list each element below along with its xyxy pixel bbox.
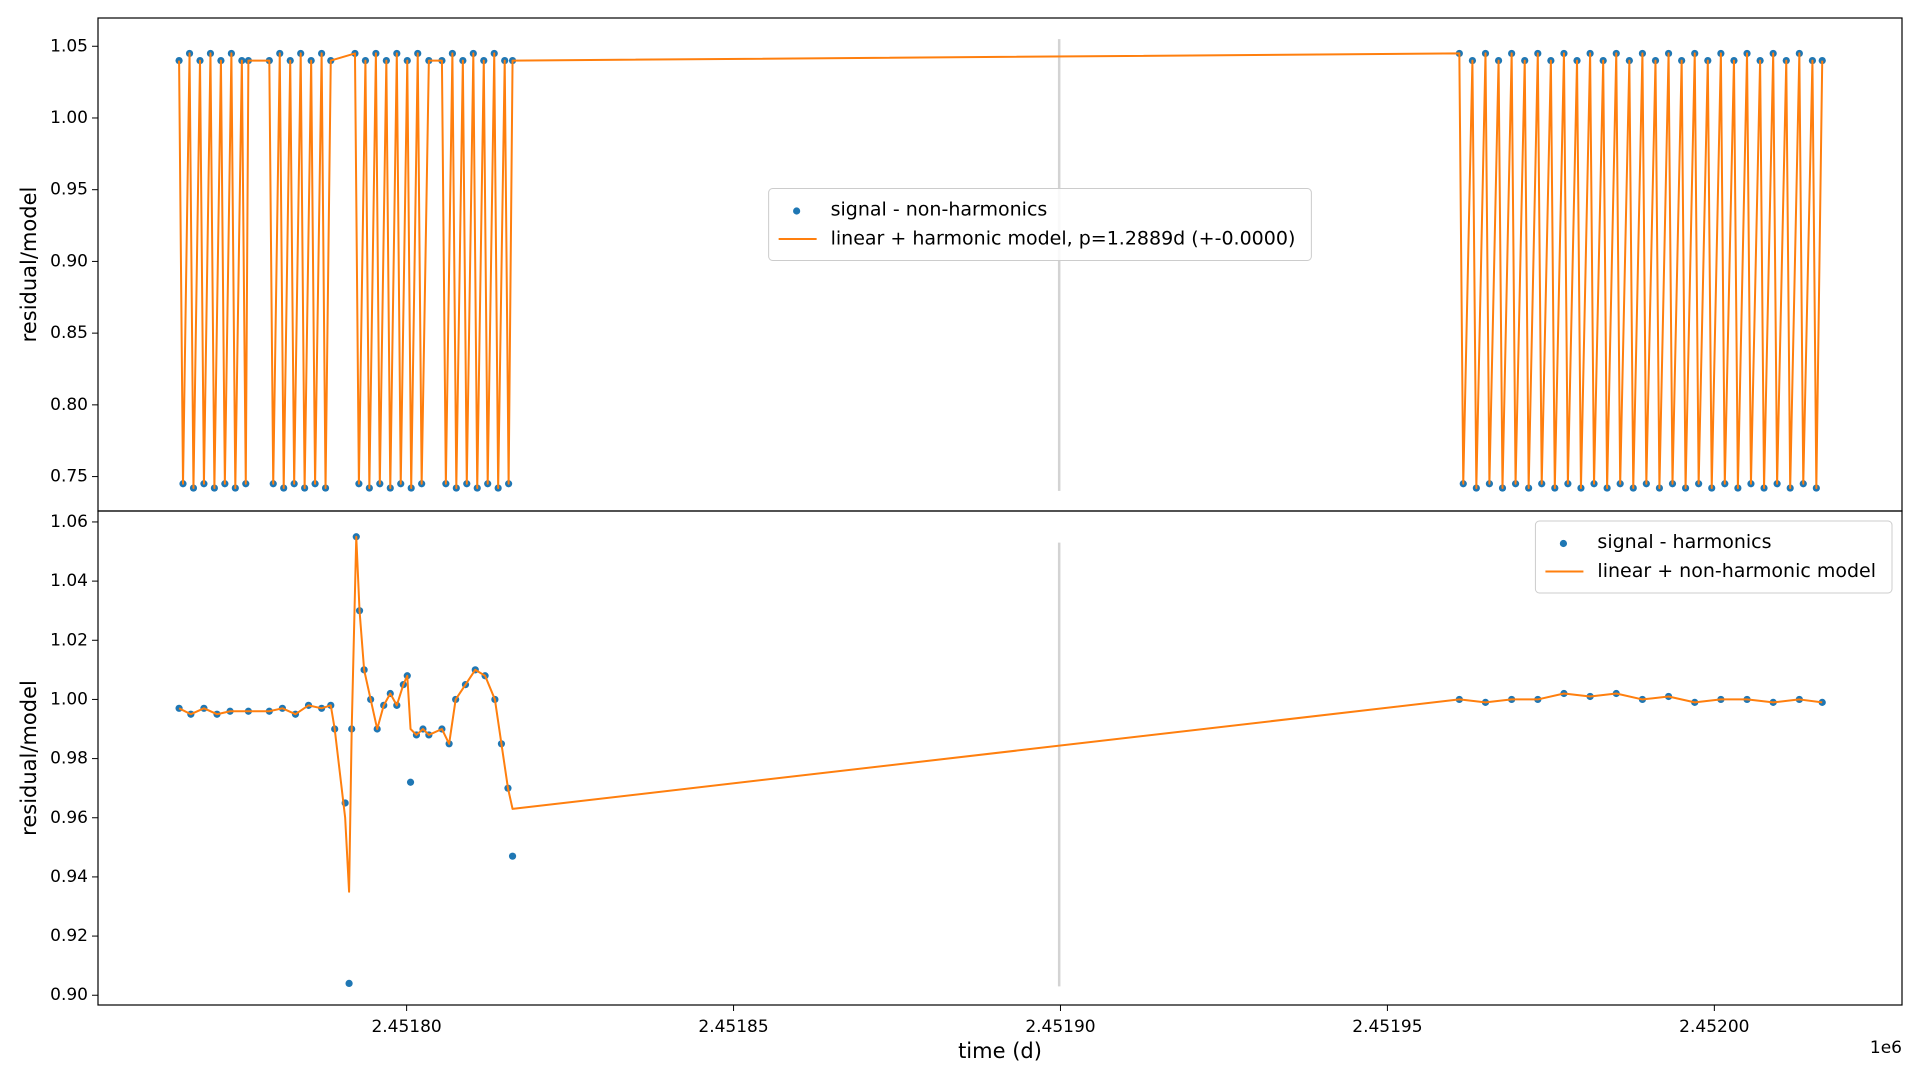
legend-label: linear + non-harmonic model bbox=[1597, 560, 1876, 582]
y-tick-label: 1.05 bbox=[50, 36, 88, 56]
legend-label: signal - non-harmonics bbox=[831, 199, 1048, 221]
x-offset-label: 1e6 bbox=[1870, 1038, 1902, 1058]
x-tick-label: 2.45180 bbox=[371, 1017, 441, 1037]
y-tick-label: 0.92 bbox=[50, 926, 88, 946]
x-axis-label: time (d) bbox=[958, 1039, 1042, 1063]
y-tick-label: 0.90 bbox=[50, 985, 88, 1005]
legend-marker bbox=[1559, 539, 1568, 548]
y-tick-label: 0.94 bbox=[50, 867, 88, 887]
y-tick-label: 1.02 bbox=[50, 630, 88, 650]
model-line bbox=[178, 535, 1823, 893]
legend-box bbox=[1534, 520, 1893, 594]
y-tick-label: 1.00 bbox=[50, 108, 88, 128]
y-tick-label: 1.04 bbox=[50, 571, 88, 591]
legend-label: signal - harmonics bbox=[1597, 531, 1771, 553]
data-point bbox=[508, 852, 517, 860]
y-tick-label: 0.75 bbox=[50, 467, 88, 487]
model-line bbox=[178, 52, 1824, 490]
legend-marker bbox=[793, 207, 801, 215]
x-tick-label: 2.45185 bbox=[698, 1017, 768, 1037]
x-tick-label: 2.45200 bbox=[1679, 1017, 1749, 1037]
y-tick-label: 0.90 bbox=[50, 251, 88, 271]
x-tick-label: 2.45190 bbox=[1025, 1017, 1095, 1037]
y-tick-label: 0.95 bbox=[50, 180, 88, 200]
data-point bbox=[406, 778, 415, 786]
legend: signal - non-harmonics linear + harmonic … bbox=[768, 188, 1312, 261]
data-point bbox=[345, 979, 353, 988]
y-tick-label: 0.96 bbox=[50, 808, 88, 828]
y-tick-label: 1.06 bbox=[50, 512, 88, 532]
x-tick-label: 2.45195 bbox=[1352, 1017, 1422, 1037]
y-tick-label: 0.80 bbox=[50, 395, 88, 415]
y-axis-label: residual/model bbox=[17, 187, 41, 343]
y-tick-label: 0.85 bbox=[50, 323, 88, 343]
legend-box bbox=[768, 188, 1312, 261]
axes-frame bbox=[97, 510, 1903, 1006]
y-tick-label: 0.98 bbox=[50, 749, 88, 769]
legend: signal - harmonics linear + non-harmonic … bbox=[1534, 520, 1893, 594]
y-axis-label: residual/model bbox=[17, 680, 41, 836]
y-tick-label: 1.00 bbox=[50, 689, 88, 709]
legend-label: linear + harmonic model, p=1.2889d (+-0.… bbox=[831, 228, 1296, 250]
